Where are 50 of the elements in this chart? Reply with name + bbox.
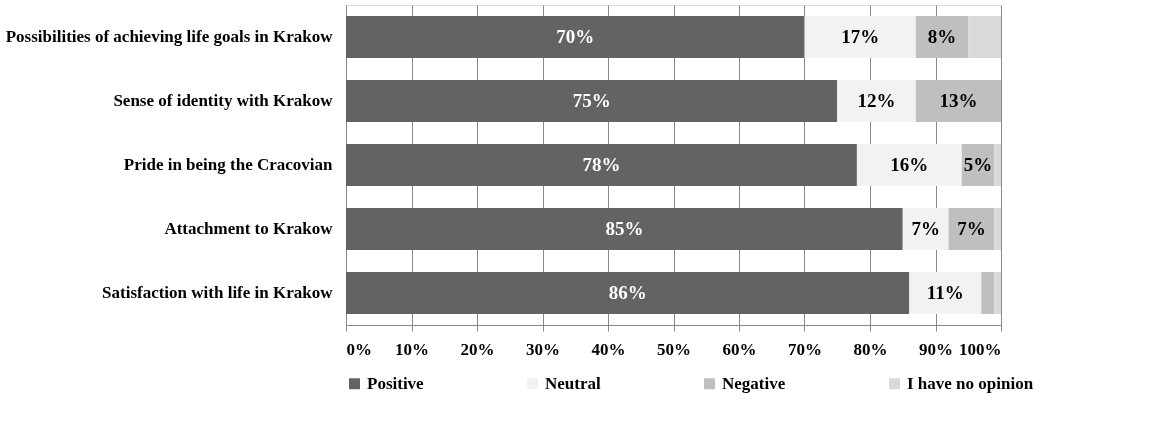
x-tick-label: 40%: [591, 339, 626, 359]
data-label: 8%: [927, 26, 957, 47]
legend-label: I have no opinion: [907, 373, 1034, 393]
data-label: 7%: [911, 218, 940, 239]
x-tick-label: 10%: [395, 339, 429, 359]
x-tick-label: 100%: [959, 339, 1002, 359]
x-tick-label: 80%: [853, 339, 888, 359]
data-label: 7%: [957, 218, 986, 239]
data-label: 86%: [608, 282, 647, 303]
bar: [346, 16, 805, 58]
bar: [915, 80, 1001, 122]
bar: [346, 208, 903, 250]
bar: [346, 80, 838, 122]
bar: [968, 16, 1001, 58]
y-tick-label: Satisfaction with life in Krakow: [102, 283, 334, 302]
bar: [902, 208, 949, 250]
x-tick-label: 0%: [346, 339, 372, 359]
data-label: 17%: [841, 26, 880, 47]
y-tick-label: Attachment to Krakow: [164, 219, 334, 238]
bar: [994, 272, 1001, 314]
data-label: 78%: [582, 154, 621, 175]
bar: [804, 16, 916, 58]
bar: [346, 272, 910, 314]
bar: [856, 144, 962, 186]
y-tick-label: Sense of identity with Krakow: [113, 91, 334, 110]
bar: [346, 144, 857, 186]
legend-label: Positive: [367, 373, 425, 393]
bar: [909, 272, 982, 314]
data-label: 70%: [556, 26, 595, 47]
legend-label: Negative: [722, 373, 786, 393]
data-label: 75%: [572, 90, 611, 111]
x-tick-label: 30%: [526, 339, 560, 359]
data-label: 16%: [890, 154, 929, 175]
x-tick-label: 50%: [657, 339, 691, 359]
y-tick-label: Pride in being the Cracovian: [123, 155, 334, 174]
y-tick-label: Possibilities of achieving life goals in Krakow: [5, 27, 334, 46]
x-tick-label: 20%: [460, 339, 495, 359]
bar: [994, 208, 1001, 250]
data-label: 12%: [857, 90, 896, 111]
x-tick-label: 60%: [722, 339, 757, 359]
data-label: 13%: [939, 90, 978, 111]
x-tick-label: 90%: [919, 339, 953, 359]
data-label: 11%: [926, 282, 964, 303]
bar: [981, 272, 995, 314]
legend-label: Neutral: [545, 373, 601, 393]
bar: [994, 144, 1001, 186]
data-label: 5%: [963, 154, 993, 175]
x-tick-label: 70%: [788, 339, 822, 359]
bar: [837, 80, 916, 122]
data-label: 85%: [605, 218, 644, 239]
